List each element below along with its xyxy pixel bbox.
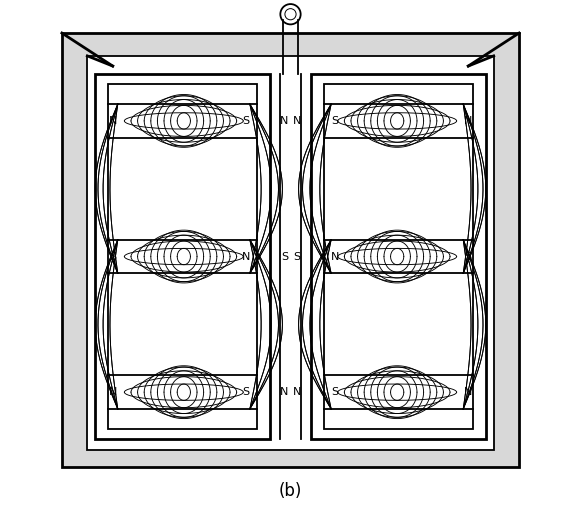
Bar bbox=[311, 74, 486, 439]
Text: N: N bbox=[331, 251, 339, 262]
Text: N: N bbox=[109, 387, 117, 397]
Text: S: S bbox=[242, 116, 249, 126]
Text: (b): (b) bbox=[279, 482, 302, 500]
Text: N: N bbox=[464, 387, 472, 397]
Text: S: S bbox=[465, 251, 472, 262]
Text: S: S bbox=[332, 116, 339, 126]
Text: N: N bbox=[292, 387, 301, 397]
Text: S: S bbox=[281, 251, 288, 262]
Text: S: S bbox=[332, 387, 339, 397]
Bar bbox=[62, 33, 519, 467]
Text: N: N bbox=[292, 116, 301, 126]
Text: N: N bbox=[280, 116, 289, 126]
Bar bbox=[95, 74, 270, 439]
Text: S: S bbox=[293, 251, 300, 262]
Bar bbox=[324, 84, 474, 429]
Text: S: S bbox=[242, 387, 249, 397]
Text: N: N bbox=[464, 116, 472, 126]
Text: S: S bbox=[109, 251, 116, 262]
Bar bbox=[87, 56, 494, 450]
Text: N: N bbox=[280, 387, 289, 397]
Bar bbox=[107, 84, 257, 429]
Text: N: N bbox=[109, 116, 117, 126]
Text: N: N bbox=[242, 251, 250, 262]
